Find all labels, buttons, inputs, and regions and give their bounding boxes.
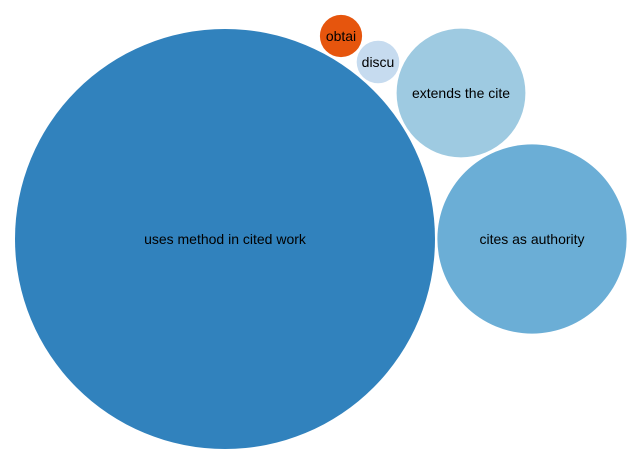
- bubble-discu: discu: [356, 40, 400, 84]
- bubble-label-extends-the-cite: extends the cite: [412, 85, 510, 101]
- bubble-label-discu: discu: [362, 54, 395, 70]
- bubble-circle-obtai: [319, 14, 363, 58]
- bubble-uses-method-in-cited-work: uses method in cited work: [15, 29, 435, 449]
- bubble-cites-as-authority: cites as authority: [437, 144, 627, 334]
- bubble-circle-discu: [356, 40, 400, 84]
- bubble-label-uses-method-in-cited-work: uses method in cited work: [144, 231, 307, 247]
- bubble-circle-uses-method-in-cited-work: [15, 29, 435, 449]
- bubble-label-obtai: obtai: [326, 28, 356, 44]
- bubble-circle-extends-the-cite: [396, 28, 526, 158]
- bubble-circle-cites-as-authority: [437, 144, 627, 334]
- bubble-obtai: obtai: [319, 14, 363, 58]
- bubble-label-cites-as-authority: cites as authority: [479, 231, 584, 247]
- bubble-extends-the-cite: extends the cite: [396, 28, 526, 158]
